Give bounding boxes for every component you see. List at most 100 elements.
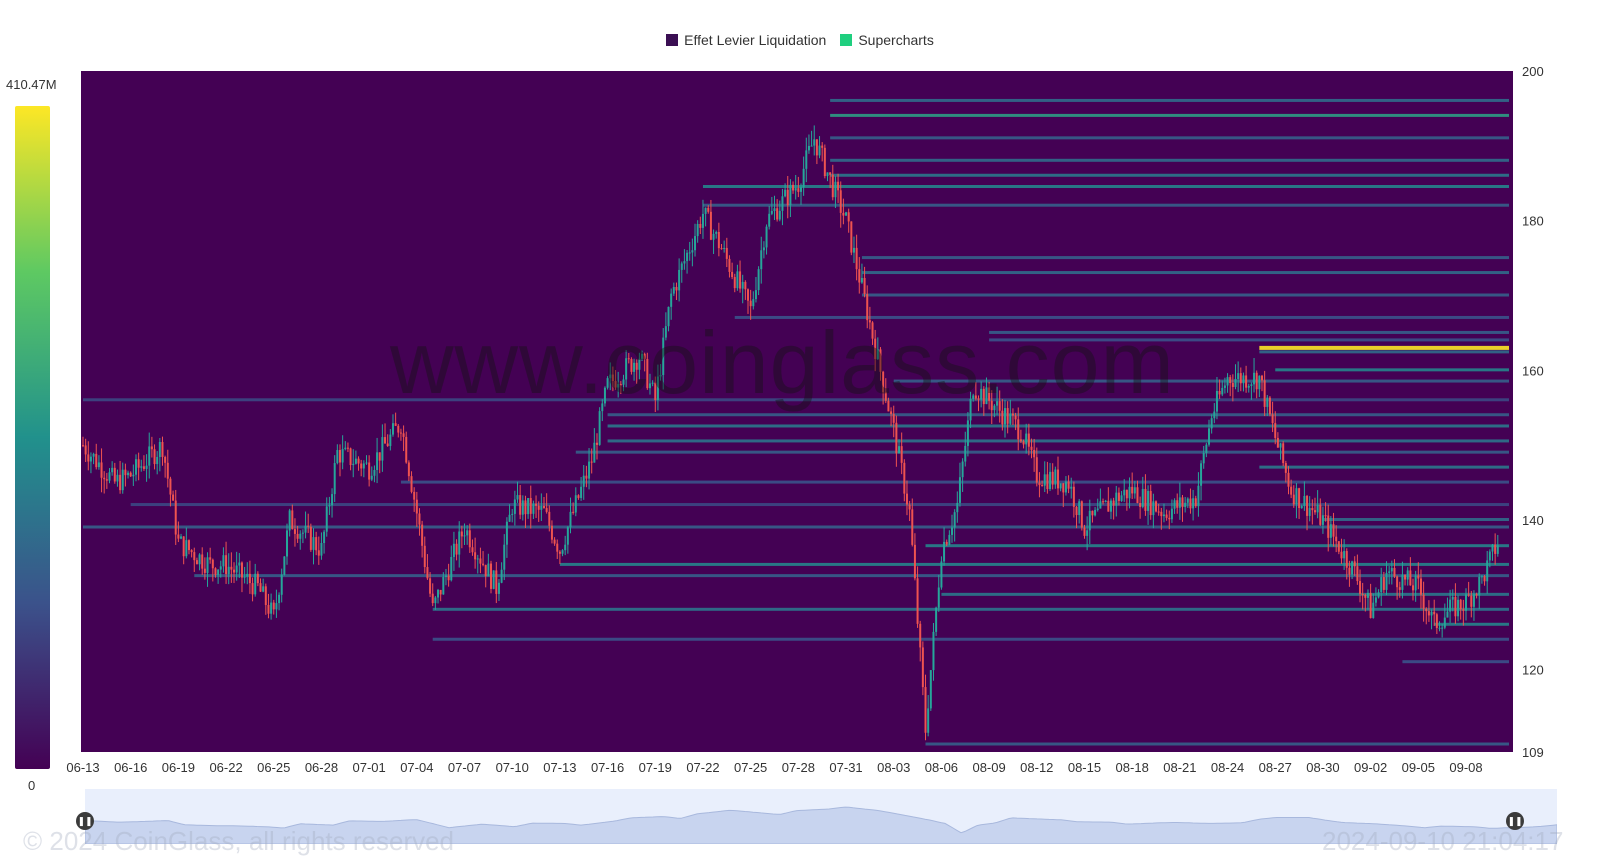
liquidation-level: [925, 544, 1509, 548]
candle-body: [193, 552, 196, 561]
candle-body: [1340, 551, 1343, 559]
candle-body: [712, 233, 715, 240]
candle-body: [1327, 515, 1330, 538]
candle-body: [1435, 614, 1438, 628]
candle-body: [307, 525, 310, 527]
candle-body: [1237, 373, 1240, 380]
candle-body: [1422, 594, 1425, 609]
candle-body: [1035, 457, 1038, 483]
candle-body: [1088, 510, 1091, 531]
candle-body: [821, 145, 824, 148]
candle-body: [630, 359, 633, 372]
candle-body: [1290, 486, 1293, 495]
candle-body: [895, 422, 898, 454]
candle-body: [407, 462, 410, 477]
candle-body: [1186, 498, 1189, 503]
candle-body: [161, 441, 164, 457]
candle-body: [762, 247, 765, 251]
candle-body: [1486, 560, 1489, 582]
candle-body: [945, 541, 948, 545]
candle-body: [784, 189, 787, 197]
candle-body: [262, 586, 265, 592]
candle-body: [1332, 524, 1335, 537]
candle-body: [823, 147, 826, 177]
x-tick-label: 08-03: [877, 760, 910, 775]
candle-body: [1025, 433, 1028, 445]
candle-body: [1067, 481, 1070, 489]
range-navigator[interactable]: [84, 789, 1558, 845]
candle-body: [1359, 581, 1362, 594]
candle-body: [1120, 495, 1123, 501]
candle-body: [1311, 508, 1314, 511]
candle-body: [609, 374, 612, 379]
candle-body: [940, 561, 943, 588]
candle-body: [694, 236, 697, 251]
candle-body: [890, 411, 893, 415]
x-tick-label: 09-08: [1449, 760, 1482, 775]
candle-body: [275, 603, 278, 610]
candle-body: [1131, 486, 1134, 494]
candle-body: [492, 570, 495, 589]
candle-body: [87, 454, 90, 462]
candle-body: [103, 477, 106, 480]
candle-body: [1226, 377, 1229, 386]
candle-body: [1178, 497, 1181, 508]
candle-body: [1162, 514, 1165, 517]
candle-body: [482, 563, 485, 565]
candle-body: [1303, 495, 1306, 506]
candle-body: [662, 337, 665, 375]
candle-body: [980, 388, 983, 400]
candle-body: [346, 447, 349, 449]
candle-body: [1462, 609, 1465, 611]
candle-body: [667, 306, 670, 327]
candle-body: [1258, 375, 1261, 390]
candle-body: [1351, 561, 1354, 575]
x-tick-label: 07-25: [734, 760, 767, 775]
candle-body: [736, 271, 739, 289]
candle-body: [1099, 501, 1102, 509]
candle-body: [757, 269, 760, 291]
candle-body: [116, 474, 119, 482]
liquidation-level: [400, 480, 1509, 484]
candle-body: [752, 299, 755, 307]
candle-body: [588, 461, 591, 479]
x-tick-label: 06-25: [257, 760, 290, 775]
candle-body: [225, 555, 228, 575]
candle-body: [503, 544, 506, 570]
candle-body: [1072, 486, 1075, 507]
candle-body: [1457, 599, 1460, 617]
candle-body: [187, 540, 190, 551]
candle-body: [911, 509, 914, 545]
candle-body: [362, 463, 365, 469]
candle-body: [156, 456, 159, 465]
candle-body: [341, 449, 344, 463]
candle-body: [728, 258, 731, 272]
legend-item[interactable]: Effet Levier Liquidation: [666, 32, 826, 48]
candle-body: [845, 212, 848, 216]
price-candles: [82, 125, 1499, 741]
candle-body: [1324, 515, 1327, 517]
candle-body: [543, 505, 545, 509]
candle-body: [1213, 411, 1216, 419]
candle-body: [614, 381, 617, 388]
candle-body: [1006, 408, 1009, 424]
candle-body: [243, 576, 246, 578]
candle-body: [672, 286, 675, 294]
candle-body: [1274, 423, 1277, 438]
candle-body: [1080, 501, 1083, 528]
candle-body: [410, 476, 413, 492]
candle-body: [1208, 428, 1211, 445]
legend-item[interactable]: Supercharts: [840, 32, 934, 48]
candle-body: [1027, 433, 1030, 447]
navigator-right-handle[interactable]: ❚❚: [1506, 812, 1524, 830]
candle-body: [1041, 485, 1044, 487]
candle-body: [1051, 471, 1054, 485]
candle-body: [1115, 492, 1118, 506]
x-tick-label: 08-21: [1163, 760, 1196, 775]
candle-body: [134, 459, 137, 475]
candle-body: [121, 469, 124, 491]
candle-body: [182, 536, 185, 557]
candle-body: [874, 338, 877, 359]
candle-body: [203, 568, 206, 573]
navigator-left-handle[interactable]: ❚❚: [76, 812, 94, 830]
